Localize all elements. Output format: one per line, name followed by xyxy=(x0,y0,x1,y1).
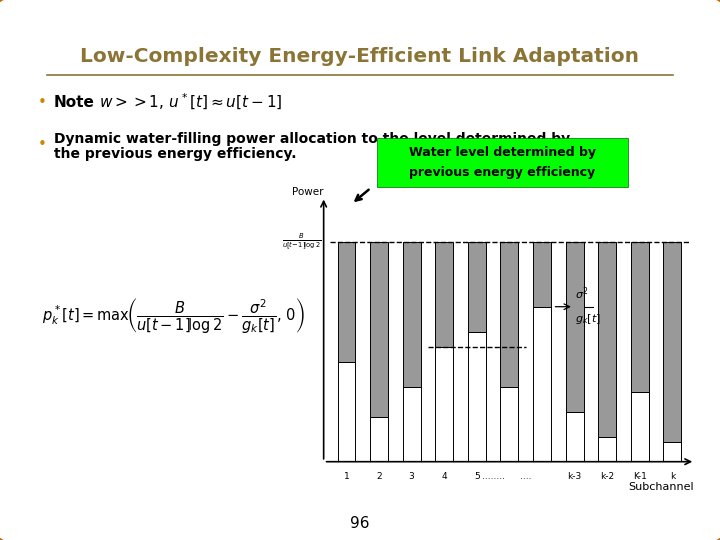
Text: Subchannel: Subchannel xyxy=(628,482,693,492)
Text: K-1: K-1 xyxy=(633,472,647,481)
Text: Power: Power xyxy=(292,187,323,197)
Bar xyxy=(566,242,583,411)
Bar xyxy=(663,442,681,462)
Text: 1: 1 xyxy=(343,472,349,481)
Bar xyxy=(436,242,453,347)
Bar xyxy=(533,242,551,307)
Text: 96: 96 xyxy=(350,516,370,531)
Text: k-2: k-2 xyxy=(600,472,614,481)
Bar xyxy=(370,242,388,417)
Text: 5: 5 xyxy=(474,472,480,481)
Bar xyxy=(598,437,616,462)
Text: $\frac{B}{u[t\!-\!1]\!\log 2}$: $\frac{B}{u[t\!-\!1]\!\log 2}$ xyxy=(282,232,322,252)
Text: $p_k^*[t] = \max\!\left(\dfrac{B}{u[t-1]\!\log 2} - \dfrac{\sigma^2}{g_k[t]},\, : $p_k^*[t] = \max\!\left(\dfrac{B}{u[t-1]… xyxy=(42,296,305,335)
Bar xyxy=(338,362,356,462)
Bar xyxy=(338,242,356,362)
Bar xyxy=(500,387,518,462)
Text: previous energy efficiency: previous energy efficiency xyxy=(409,166,595,179)
Text: ........: ........ xyxy=(482,472,505,481)
Bar xyxy=(402,387,420,462)
Text: 2: 2 xyxy=(377,472,382,481)
Bar xyxy=(468,242,486,332)
Bar xyxy=(663,242,681,442)
Text: Water level determined by: Water level determined by xyxy=(409,146,595,159)
Text: $w >> 1,\, u^*[t] \approx u[t-1]$: $w >> 1,\, u^*[t] \approx u[t-1]$ xyxy=(99,91,283,112)
Bar xyxy=(533,307,551,462)
Bar xyxy=(436,347,453,462)
Text: •: • xyxy=(37,95,46,110)
FancyBboxPatch shape xyxy=(377,138,628,187)
Text: $g_k[t]$: $g_k[t]$ xyxy=(575,312,601,326)
Text: $\sigma^2$: $\sigma^2$ xyxy=(575,285,589,302)
Text: ....: .... xyxy=(520,472,531,481)
Bar xyxy=(500,242,518,387)
Text: Dynamic water-filling power allocation to the level determined by: Dynamic water-filling power allocation t… xyxy=(54,132,570,146)
Text: k: k xyxy=(670,472,675,481)
Bar xyxy=(402,242,420,387)
Text: Low-Complexity Energy-Efficient Link Adaptation: Low-Complexity Energy-Efficient Link Ada… xyxy=(81,47,639,66)
Bar xyxy=(631,242,649,392)
Bar xyxy=(370,417,388,462)
Text: 3: 3 xyxy=(409,472,415,481)
Text: •: • xyxy=(37,137,46,152)
Text: k-3: k-3 xyxy=(567,472,582,481)
Bar xyxy=(598,242,616,437)
Text: 4: 4 xyxy=(441,472,447,481)
Bar xyxy=(566,411,583,462)
Text: the previous energy efficiency.: the previous energy efficiency. xyxy=(54,147,297,161)
Bar xyxy=(468,332,486,462)
Bar xyxy=(631,392,649,462)
Text: Note: Note xyxy=(54,95,95,110)
